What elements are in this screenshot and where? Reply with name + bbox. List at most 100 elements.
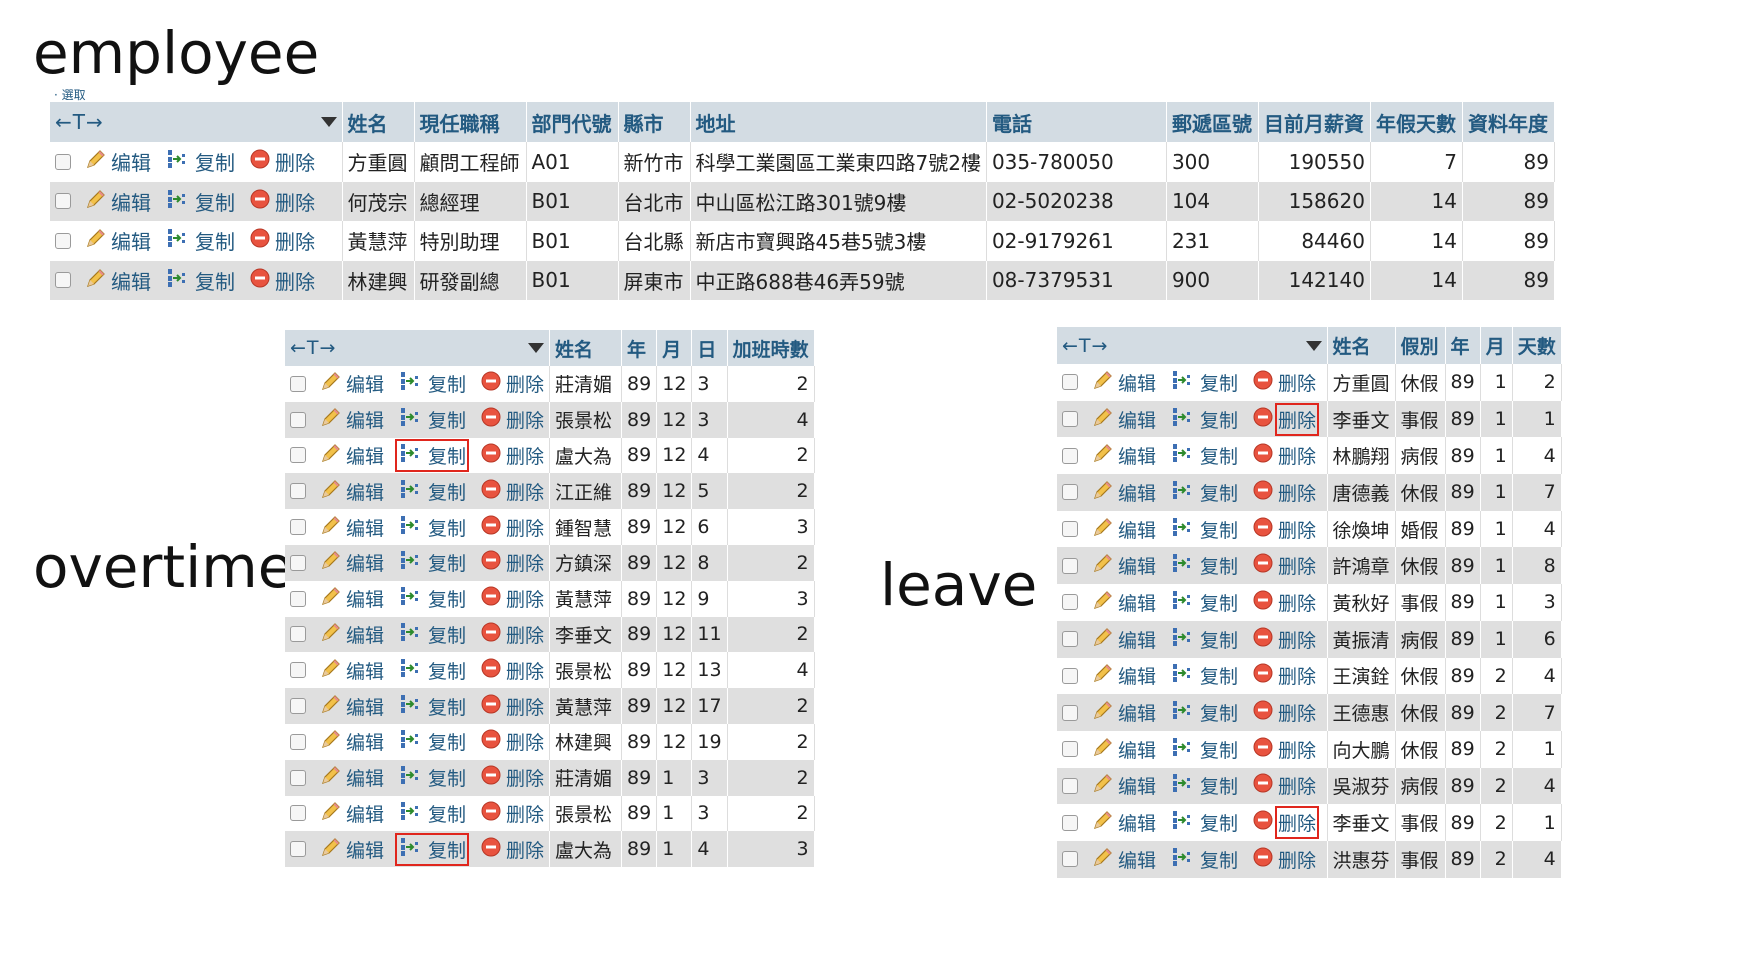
column-header[interactable]: 地址 xyxy=(690,102,987,142)
row-checkbox[interactable] xyxy=(1062,851,1078,868)
copy-link[interactable]: 复制 xyxy=(398,549,466,576)
edit-link[interactable]: 编辑 xyxy=(1092,369,1156,396)
column-header[interactable]: 天數 xyxy=(1512,327,1562,364)
delete-link[interactable]: 删除 xyxy=(1252,516,1316,543)
copy-link[interactable]: 复制 xyxy=(165,147,235,176)
row-checkbox[interactable] xyxy=(1062,631,1078,648)
edit-link[interactable]: 编辑 xyxy=(1092,736,1156,763)
row-checkbox[interactable] xyxy=(1062,814,1078,831)
copy-link[interactable]: 复制 xyxy=(165,226,235,255)
copy-link[interactable]: 复制 xyxy=(1170,552,1238,579)
delete-link[interactable]: 删除 xyxy=(480,442,544,469)
delete-link[interactable]: 删除 xyxy=(480,406,544,433)
delete-link[interactable]: 删除 xyxy=(480,764,544,791)
column-header[interactable]: 月 xyxy=(1480,327,1513,364)
row-checkbox[interactable] xyxy=(1062,411,1078,428)
edit-link[interactable]: 编辑 xyxy=(320,370,384,397)
edit-link[interactable]: 编辑 xyxy=(320,406,384,433)
row-checkbox[interactable] xyxy=(1062,521,1078,538)
edit-link[interactable]: 编辑 xyxy=(320,657,384,684)
edit-link[interactable]: 编辑 xyxy=(320,549,384,576)
edit-link[interactable]: 编辑 xyxy=(85,187,151,216)
copy-link[interactable]: 复制 xyxy=(395,832,470,866)
column-header[interactable]: 日 xyxy=(691,330,728,366)
edit-link[interactable]: 编辑 xyxy=(1092,809,1156,836)
edit-link[interactable]: 编辑 xyxy=(320,836,384,863)
delete-link[interactable]: 删除 xyxy=(1252,402,1320,436)
edit-link[interactable]: 编辑 xyxy=(1092,406,1156,433)
row-checkbox[interactable] xyxy=(290,554,306,571)
edit-link[interactable]: 编辑 xyxy=(320,478,384,505)
column-header[interactable]: 加班時數 xyxy=(727,330,815,366)
delete-link[interactable]: 删除 xyxy=(480,621,544,648)
row-checkbox[interactable] xyxy=(1062,741,1078,758)
copy-link[interactable]: 复制 xyxy=(398,728,466,755)
row-checkbox[interactable] xyxy=(55,232,71,249)
column-header[interactable]: 縣市 xyxy=(618,102,691,142)
delete-link[interactable]: 删除 xyxy=(480,478,544,505)
copy-link[interactable]: 复制 xyxy=(1170,589,1238,616)
delete-link[interactable]: 删除 xyxy=(480,800,544,827)
column-nav-arrows[interactable]: ←T→ xyxy=(290,337,337,359)
column-header[interactable]: 資料年度 xyxy=(1462,102,1555,142)
row-checkbox[interactable] xyxy=(1062,484,1078,501)
edit-link[interactable]: 编辑 xyxy=(1092,846,1156,873)
row-checkbox[interactable] xyxy=(290,841,306,858)
column-header[interactable]: 年 xyxy=(1445,327,1481,364)
copy-link[interactable]: 复制 xyxy=(395,438,470,472)
column-nav-arrows[interactable]: ←T→ xyxy=(1062,334,1109,357)
delete-link[interactable]: 删除 xyxy=(1252,699,1316,726)
copy-link[interactable]: 复制 xyxy=(1170,369,1238,396)
edit-link[interactable]: 编辑 xyxy=(1092,442,1156,469)
row-checkbox[interactable] xyxy=(55,153,71,170)
row-checkbox[interactable] xyxy=(1062,667,1078,684)
row-checkbox[interactable] xyxy=(290,590,306,607)
column-header[interactable]: 電話 xyxy=(986,102,1167,142)
copy-link[interactable]: 复制 xyxy=(165,187,235,216)
delete-link[interactable]: 删除 xyxy=(480,514,544,541)
row-checkbox[interactable] xyxy=(1062,594,1078,611)
row-checkbox[interactable] xyxy=(290,769,306,786)
edit-link[interactable]: 编辑 xyxy=(1092,589,1156,616)
delete-link[interactable]: 删除 xyxy=(1252,846,1316,873)
edit-link[interactable]: 编辑 xyxy=(1092,516,1156,543)
edit-link[interactable]: 编辑 xyxy=(1092,479,1156,506)
edit-link[interactable]: 编辑 xyxy=(1092,626,1156,653)
copy-link[interactable]: 复制 xyxy=(398,657,466,684)
row-checkbox[interactable] xyxy=(290,733,306,750)
edit-link[interactable]: 编辑 xyxy=(320,621,384,648)
delete-link[interactable]: 删除 xyxy=(480,728,544,755)
copy-link[interactable]: 复制 xyxy=(1170,736,1238,763)
delete-link[interactable]: 删除 xyxy=(249,147,315,176)
copy-link[interactable]: 复制 xyxy=(1170,516,1238,543)
edit-link[interactable]: 编辑 xyxy=(320,728,384,755)
copy-link[interactable]: 复制 xyxy=(398,585,466,612)
column-header[interactable]: 現任職稱 xyxy=(414,102,527,142)
row-checkbox[interactable] xyxy=(1062,374,1078,391)
column-header[interactable]: 姓名 xyxy=(1327,327,1396,364)
edit-link[interactable]: 编辑 xyxy=(1092,552,1156,579)
delete-link[interactable]: 删除 xyxy=(1252,662,1316,689)
column-header[interactable]: 目前月薪資 xyxy=(1258,102,1371,142)
row-checkbox[interactable] xyxy=(1062,557,1078,574)
delete-link[interactable]: 删除 xyxy=(1252,552,1316,579)
copy-link[interactable]: 复制 xyxy=(1170,442,1238,469)
row-checkbox[interactable] xyxy=(1062,777,1078,794)
delete-link[interactable]: 删除 xyxy=(249,226,315,255)
copy-link[interactable]: 复制 xyxy=(1170,772,1238,799)
edit-link[interactable]: 编辑 xyxy=(320,585,384,612)
copy-link[interactable]: 复制 xyxy=(1170,626,1238,653)
sort-dropdown-icon[interactable] xyxy=(1305,340,1322,351)
delete-link[interactable]: 删除 xyxy=(1252,479,1316,506)
copy-link[interactable]: 复制 xyxy=(1170,846,1238,873)
row-checkbox[interactable] xyxy=(290,483,306,500)
delete-link[interactable]: 删除 xyxy=(1252,442,1316,469)
edit-link[interactable]: 编辑 xyxy=(320,800,384,827)
delete-link[interactable]: 删除 xyxy=(1252,772,1316,799)
row-checkbox[interactable] xyxy=(1062,704,1078,721)
edit-link[interactable]: 编辑 xyxy=(320,514,384,541)
row-checkbox[interactable] xyxy=(55,272,71,289)
delete-link[interactable]: 删除 xyxy=(480,693,544,720)
row-checkbox[interactable] xyxy=(290,411,306,428)
sort-dropdown-icon[interactable] xyxy=(528,343,545,353)
